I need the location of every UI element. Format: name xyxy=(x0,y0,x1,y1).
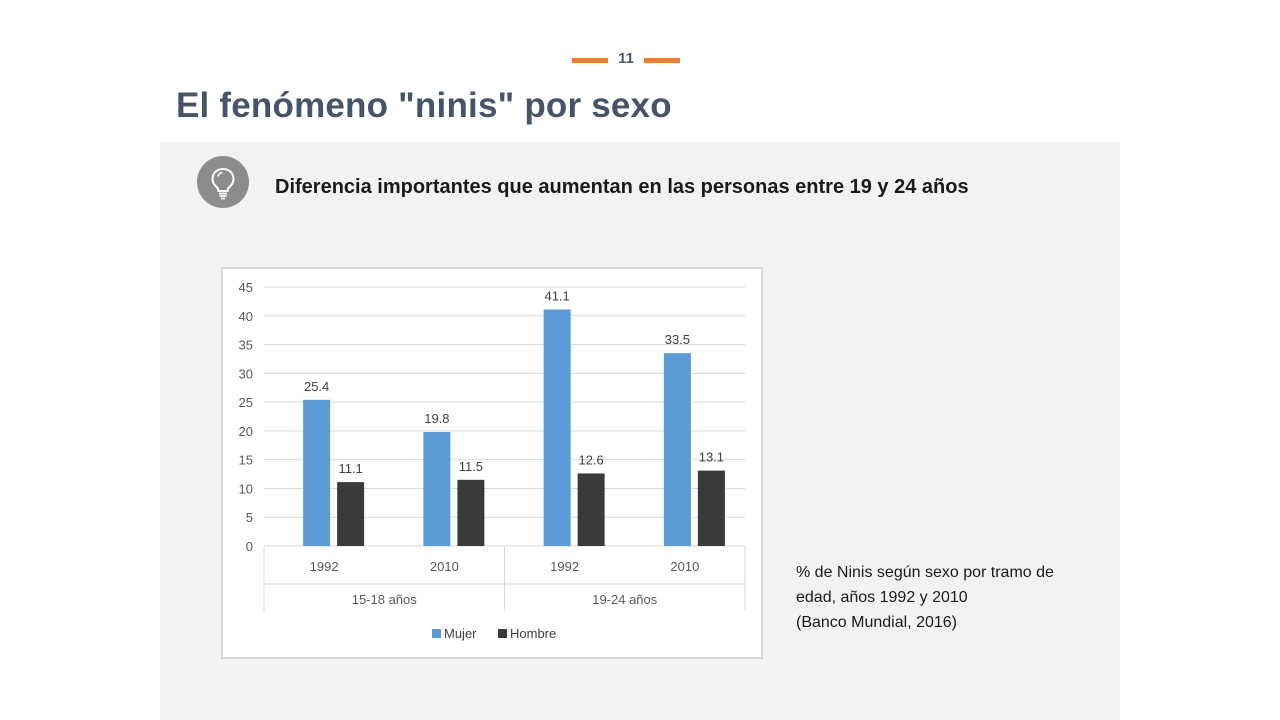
data-label: 25.4 xyxy=(304,379,329,394)
legend-label: Mujer xyxy=(444,626,477,641)
data-label: 11.1 xyxy=(338,461,362,476)
group-label: 15-18 años xyxy=(352,592,418,607)
bar-hombre xyxy=(697,470,725,546)
data-label: 41.1 xyxy=(544,288,569,303)
page-number: 11 xyxy=(618,50,634,67)
legend-swatch xyxy=(498,629,507,638)
y-tick-label: 35 xyxy=(239,338,253,353)
group-label: 19-24 años xyxy=(592,592,658,607)
legend-label: Hombre xyxy=(510,626,556,641)
slide-title: El fenómeno "ninis" por sexo xyxy=(176,86,672,125)
lightbulb-icon xyxy=(197,156,249,208)
bar-mujer xyxy=(663,353,691,546)
caption-line-3: (Banco Mundial, 2016) xyxy=(796,614,957,631)
y-tick-label: 40 xyxy=(239,309,253,324)
bar-mujer xyxy=(423,432,451,546)
legend-swatch xyxy=(432,629,441,638)
bar-hombre xyxy=(337,482,365,546)
y-tick-label: 5 xyxy=(246,510,253,525)
bar-hombre xyxy=(457,479,485,546)
y-tick-label: 25 xyxy=(239,395,253,410)
data-label: 11.5 xyxy=(459,459,483,474)
bar-hombre xyxy=(577,473,605,546)
y-tick-label: 15 xyxy=(239,453,253,468)
y-tick-label: 10 xyxy=(239,481,253,496)
data-label: 13.1 xyxy=(699,450,724,465)
y-tick-label: 0 xyxy=(246,539,253,554)
page-number-indicator: 11 xyxy=(572,48,680,72)
page-number-bar-left xyxy=(572,58,608,63)
x-tick-label: 1992 xyxy=(550,559,579,574)
x-tick-label: 2010 xyxy=(430,559,459,574)
chart-caption: % de Ninis según sexo por tramo de edad,… xyxy=(796,560,1116,635)
x-tick-label: 1992 xyxy=(310,559,339,574)
y-tick-label: 30 xyxy=(239,366,253,381)
data-label: 12.6 xyxy=(578,452,603,467)
y-tick-label: 20 xyxy=(239,424,253,439)
subtitle: Diferencia importantes que aumentan en l… xyxy=(275,176,969,198)
bar-mujer xyxy=(303,399,331,546)
page-number-bar-right xyxy=(644,58,680,63)
caption-line-2: edad, años 1992 y 2010 xyxy=(796,589,968,606)
bar-mujer xyxy=(543,309,571,546)
y-tick-label: 45 xyxy=(239,280,253,295)
data-label: 19.8 xyxy=(424,411,449,426)
caption-line-1: % de Ninis según sexo por tramo de xyxy=(796,564,1054,581)
data-label: 33.5 xyxy=(665,332,690,347)
bar-chart: 0 5 10 15 20 25 30 35 40 45 25.4 19.8 41.1 33.5 11.1 11… xyxy=(221,267,763,659)
bar-chart-svg: 0 5 10 15 20 25 30 35 40 45 25.4 19.8 41.1 33.5 11.1 11… xyxy=(239,280,746,641)
x-tick-label: 2010 xyxy=(670,559,699,574)
